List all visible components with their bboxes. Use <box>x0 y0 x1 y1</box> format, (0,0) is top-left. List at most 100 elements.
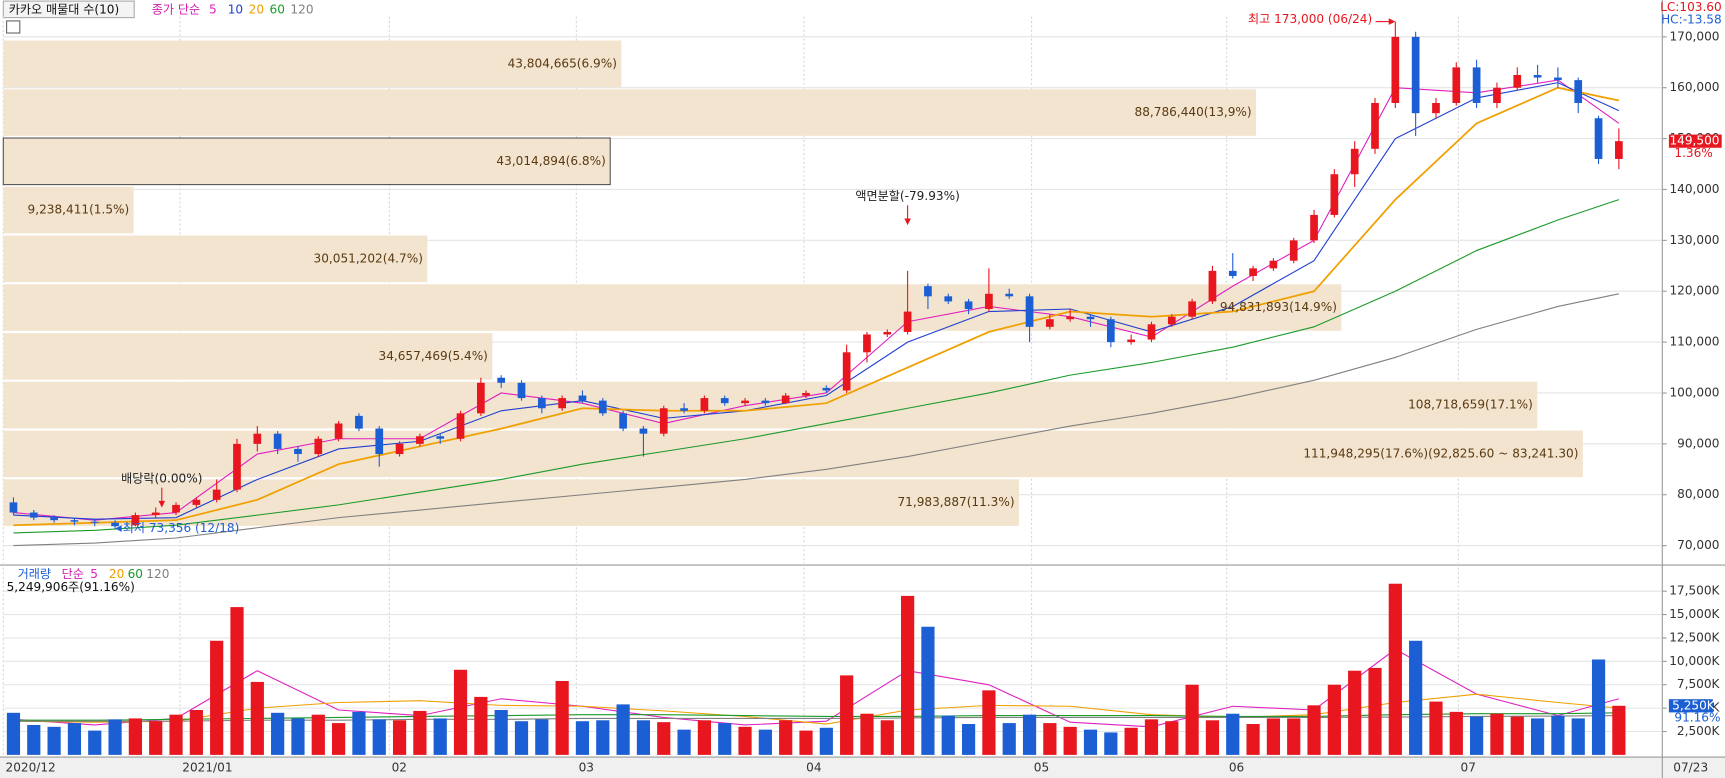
chart-title: 카카오 매물대 수(10) <box>9 2 119 16</box>
volume-bar <box>67 723 82 755</box>
candle-body <box>639 428 648 434</box>
volume-bar <box>6 712 21 755</box>
x-tick-label: 06 <box>1229 761 1244 775</box>
volume-bar <box>1368 667 1382 755</box>
candle-body <box>1594 118 1603 159</box>
volume-bar <box>1429 701 1443 755</box>
candle-body <box>1371 102 1379 149</box>
legend-entry: 120 <box>146 567 169 581</box>
candle-body <box>395 443 404 455</box>
x-tick-label: 2021/01 <box>182 761 232 775</box>
candle-body <box>1472 67 1481 103</box>
volume-bar <box>779 720 793 755</box>
candle-body <box>9 502 18 513</box>
candle-body <box>680 408 688 411</box>
volume-bar <box>1205 720 1220 755</box>
candle-body <box>1208 270 1217 302</box>
volume-bar <box>47 726 61 755</box>
candle-body <box>375 428 384 455</box>
candle-body <box>1147 324 1156 340</box>
candle-body <box>90 521 99 523</box>
profile-bar <box>3 235 428 283</box>
candle-body <box>741 400 749 404</box>
annotation-arrowhead <box>904 218 911 226</box>
ma-line <box>13 693 1619 725</box>
x-tick-label: 03 <box>579 761 594 775</box>
volume-bar <box>413 710 427 755</box>
candle-body <box>1269 260 1278 269</box>
volume-bar <box>1551 715 1565 755</box>
candle-body <box>903 311 912 332</box>
candle-body <box>70 520 79 522</box>
candle-body <box>1025 296 1034 327</box>
candle-body <box>334 423 343 439</box>
volume-bar <box>1591 659 1606 755</box>
volume-bar <box>453 669 468 755</box>
y-tick-label: 2,500K <box>1677 724 1721 738</box>
candle-body <box>294 448 302 455</box>
candle-body <box>314 438 323 455</box>
candle-body <box>1106 319 1115 343</box>
volume-bar <box>108 719 122 755</box>
profile-bar <box>3 284 1342 331</box>
change-label: 1.36% <box>1674 146 1712 160</box>
volume-bar <box>291 718 305 755</box>
profile-label: 111,948,295(17.6%)(92,825.60 ~ 83,241.30… <box>1303 446 1578 460</box>
candle-body <box>924 286 932 297</box>
volume-bar <box>941 715 955 755</box>
ma-line <box>13 648 1619 728</box>
candle-body <box>151 512 160 516</box>
volume-bar <box>372 719 386 755</box>
candle-body <box>1493 87 1501 103</box>
y-tick-label: 120,000 <box>1669 284 1719 298</box>
y-tick-label: 90,000 <box>1677 436 1719 450</box>
candle-body <box>1289 240 1298 261</box>
profile-bar <box>3 89 1257 136</box>
candle-body <box>1391 36 1400 103</box>
legend-entry: 120 <box>290 2 313 16</box>
ma-line <box>13 715 1619 722</box>
candle-body <box>1330 174 1339 215</box>
ma-label: 종가 단순 <box>152 2 200 16</box>
volume-title: 거래량 <box>18 567 51 581</box>
y-tick-label: 110,000 <box>1669 335 1719 349</box>
profile-bar <box>3 186 134 234</box>
y-tick-label: 15,000K <box>1669 607 1720 621</box>
last-volume-label: 5,250K <box>1672 698 1716 712</box>
volume-bar <box>1165 721 1179 755</box>
y-tick-label: 130,000 <box>1669 233 1719 247</box>
candle-body <box>802 392 810 396</box>
volume-bar <box>1307 705 1321 755</box>
y-tick-label: 160,000 <box>1669 80 1719 94</box>
candle-body <box>131 515 140 526</box>
candle-body <box>964 301 973 310</box>
volume-bar <box>982 690 996 755</box>
candle-body <box>111 522 119 527</box>
candle-body <box>1066 316 1075 320</box>
volume-bar <box>250 681 264 755</box>
volume-bar <box>1002 723 1016 755</box>
candle-body <box>497 377 506 383</box>
candle-body <box>598 400 607 414</box>
legend-entry: 60 <box>270 2 285 16</box>
candle-body <box>720 398 729 404</box>
ma-line <box>13 712 1619 721</box>
volume-bar <box>575 721 590 755</box>
profile-label: 71,983,887(11.3%) <box>897 495 1014 509</box>
candle-body <box>1513 75 1522 88</box>
volume-bar <box>1348 670 1362 755</box>
volume-bar <box>230 607 244 755</box>
volume-bar <box>880 720 894 755</box>
last-ratio-label: 91.16% <box>1674 710 1720 724</box>
candle-body <box>172 504 180 513</box>
candle-body <box>1249 268 1257 276</box>
candle-body <box>700 398 709 411</box>
candle-body <box>1188 301 1196 317</box>
candle-body <box>1533 75 1542 78</box>
settings-icon[interactable] <box>6 20 21 34</box>
volume-bar <box>535 719 549 755</box>
volume-bar <box>128 718 142 755</box>
candle-body <box>273 433 282 449</box>
